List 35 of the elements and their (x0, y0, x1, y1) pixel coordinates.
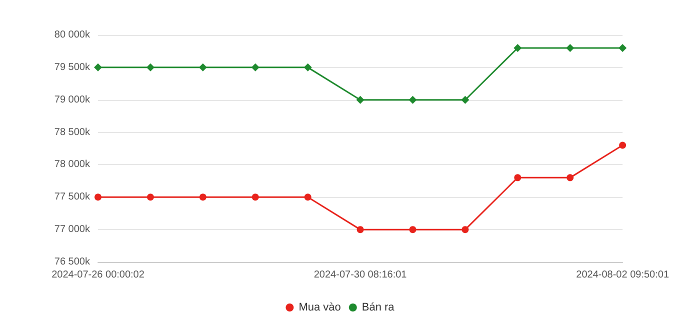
y-tick-label: 77 000k (54, 224, 91, 236)
point (146, 63, 154, 72)
y-tick-label: 80 000k (54, 30, 91, 40)
point (566, 44, 574, 52)
y-tick-label: 78 000k (54, 159, 91, 170)
y-tick-label: 79 500k (54, 62, 91, 73)
point (251, 63, 260, 72)
point (462, 226, 469, 234)
point (94, 194, 102, 201)
point (619, 142, 626, 149)
legend-label: Mua vào (298, 302, 341, 314)
x-tick-label: 2024-08-02 09:50:01 (576, 270, 670, 280)
point (94, 63, 102, 72)
point (252, 194, 259, 201)
point (146, 194, 154, 201)
point (356, 226, 364, 234)
point (199, 194, 206, 201)
point (566, 174, 574, 182)
point (304, 194, 312, 201)
legend-label: Bán ra (362, 302, 396, 314)
x-tick-label: 2024-07-30 08:16:01 (314, 270, 408, 280)
point (409, 226, 416, 234)
point (408, 96, 417, 104)
point (514, 174, 522, 182)
point (461, 96, 470, 104)
x-tick-label: 2024-07-26 00:00:02 (52, 270, 145, 280)
y-tick-label: 76 500k (54, 256, 91, 268)
point (356, 96, 364, 104)
y-tick-label: 77 500k (54, 192, 91, 203)
y-tick-label: 79 000k (54, 94, 91, 106)
point (304, 63, 312, 72)
point (514, 44, 522, 52)
point (618, 44, 627, 52)
point (198, 63, 207, 72)
y-tick-label: 78 500k (54, 126, 91, 138)
